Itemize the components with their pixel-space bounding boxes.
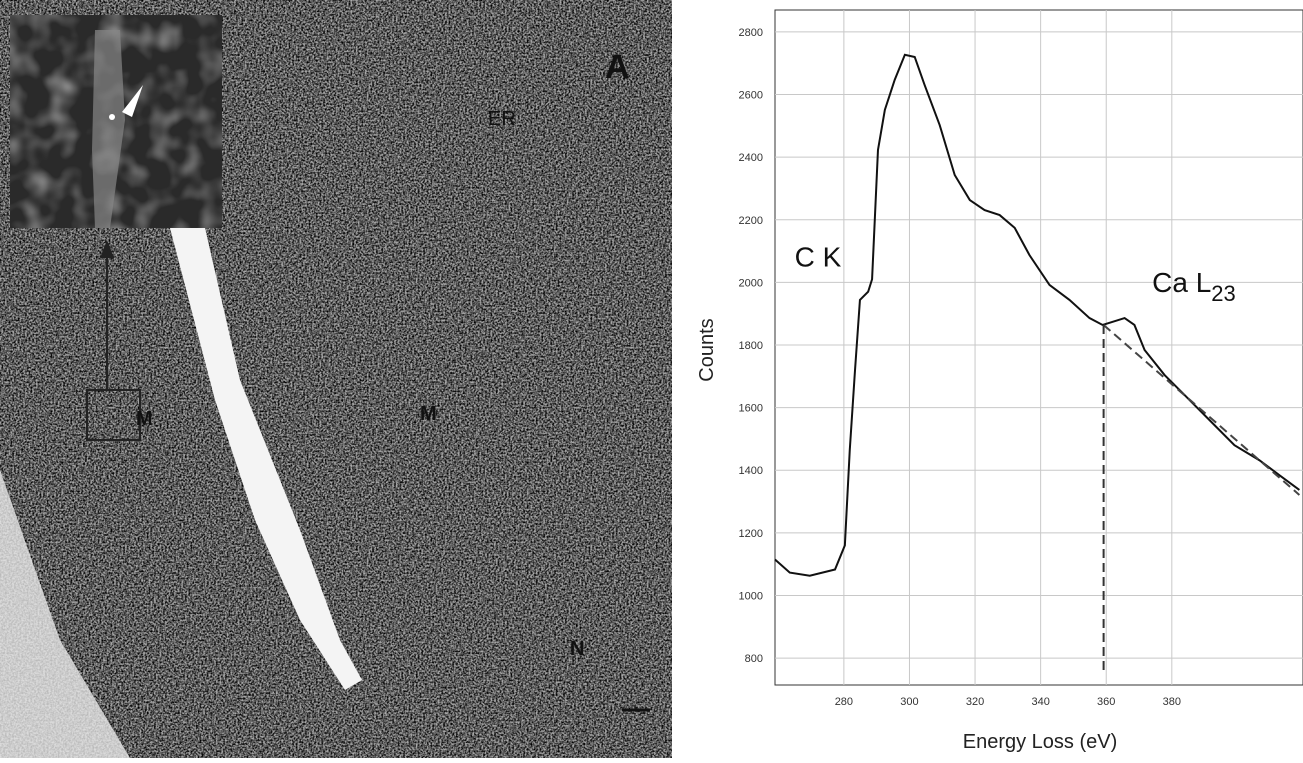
x-tick-label: 380	[1163, 696, 1181, 708]
y-tick-label: 1600	[739, 403, 763, 415]
plot-area	[774, 9, 1303, 686]
annotation: M	[136, 408, 153, 430]
annotation: Ca L23	[1152, 267, 1236, 306]
annotation-text: C K	[795, 242, 842, 273]
y-tick-label: 1400	[739, 465, 763, 477]
x-tick-label: 320	[966, 696, 984, 708]
annotation: N	[570, 638, 584, 660]
annotation: C K	[795, 242, 842, 273]
y-tick-label: 2200	[739, 215, 763, 227]
annotation-text: Ca L	[1152, 267, 1211, 298]
y-tick-label: 2600	[739, 90, 763, 102]
annotation: ER	[488, 108, 516, 130]
y-tick-label: 1800	[739, 340, 763, 352]
y-tick-label: 800	[745, 653, 763, 665]
x-tick-label: 280	[835, 696, 853, 708]
micrograph: A ER M M N	[0, 0, 672, 758]
background-fit	[1102, 324, 1301, 496]
y-tick-label: 2000	[739, 277, 763, 289]
annotation: M	[420, 403, 437, 425]
y-tick-label: 1000	[739, 590, 763, 602]
y-tick-label: 2400	[739, 152, 763, 164]
annotation-subscript: 23	[1211, 281, 1235, 306]
y-tick-label: 2800	[739, 27, 763, 39]
y-tick-label: 1200	[739, 528, 763, 540]
x-tick-label: 340	[1031, 696, 1049, 708]
x-axis-label: Energy Loss (eV)	[963, 731, 1118, 753]
x-tick-label: 300	[900, 696, 918, 708]
chart: B Energy Loss (eV) Counts 80010001200140…	[696, 9, 1303, 753]
y-axis-label: Counts	[696, 318, 718, 381]
data-line	[774, 53, 1300, 577]
panel-label: A	[605, 48, 630, 86]
x-tick-label: 360	[1097, 696, 1115, 708]
